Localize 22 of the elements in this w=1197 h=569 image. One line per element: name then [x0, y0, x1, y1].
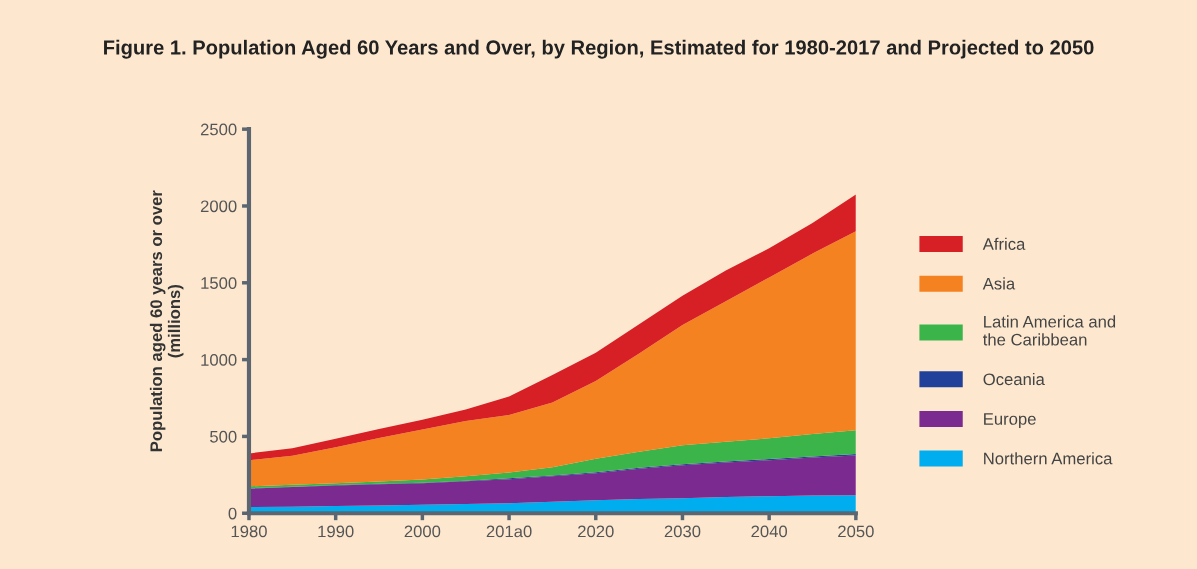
x-tick-label: 2040 — [751, 525, 788, 538]
x-tick-label: 2000 — [404, 525, 441, 538]
y-tick-label: 0 — [228, 507, 237, 520]
x-tick-label: 2030 — [664, 525, 701, 538]
x-tick-label: 1990 — [318, 525, 354, 538]
y-tick-label: 2000 — [200, 200, 237, 213]
legend-label: Africa — [982, 237, 1026, 250]
legend-label: Asia — [982, 277, 1016, 290]
x-tick-label: 2020 — [578, 525, 614, 538]
legend-label: Northern America — [984, 452, 1113, 465]
x-tick-label: 201a0 — [486, 525, 532, 538]
chart-title: Figure 1. Population Aged 60 Years and Over, by Region, Estimated for 1980-2017 and Projected to 2050 — [104, 39, 1094, 59]
legend-label: Europe — [984, 413, 1036, 429]
y-tick-label: 1000 — [201, 354, 237, 366]
legend-label: Oceania — [983, 372, 1045, 386]
y-tick-label: 1500 — [201, 277, 237, 289]
x-tick-label: 1980 — [231, 525, 267, 538]
x-tick-label: 2050 — [838, 525, 874, 538]
y-tick-label: 500 — [210, 430, 237, 443]
y-axis-title: Population aged 60 years or over (millions) — [149, 190, 184, 452]
legend-label: Latin America and the Caribbean — [982, 315, 1116, 346]
y-tick-label: 2500 — [200, 123, 237, 136]
